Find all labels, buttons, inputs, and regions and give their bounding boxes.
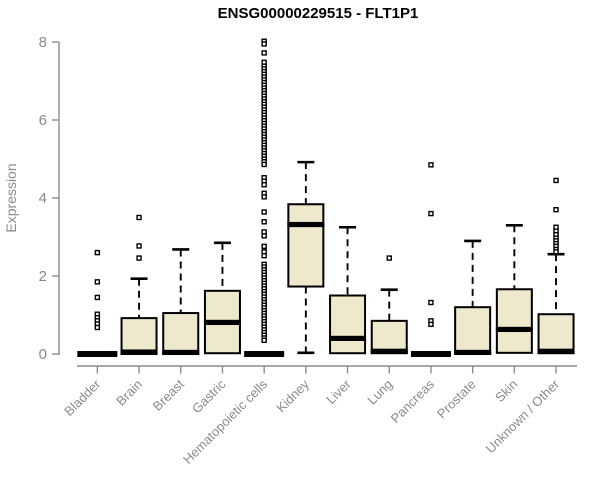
outlier-point [428,299,434,306]
outlier-point [94,279,101,285]
outlier-point [261,50,267,56]
outlier-point [261,243,267,250]
outlier-point [428,321,434,328]
median-line [537,348,575,354]
median-line [120,349,158,355]
x-tick-label-pancreas: Pancreas [388,376,438,426]
plot-area [77,38,575,357]
chart-title: ENSG00000229515 - FLT1P1 [218,5,419,22]
outlier-point [261,41,267,47]
outlier-point [261,219,267,225]
outlier-point [261,233,267,239]
outlier-point [261,182,267,188]
boxplot-group-liver [329,225,367,355]
outlier-point [261,253,267,259]
iqr-box [495,288,533,354]
outlier-point [261,337,267,344]
x-tick-label-liver: Liver [323,376,354,407]
y-tick-label: 6 [39,112,47,129]
x-tick-label-brain: Brain [113,377,145,409]
x-tick-label-prostate: Prostate [434,377,479,422]
y-tick-label: 2 [39,268,47,285]
median-line [495,326,533,333]
x-tick-label-breast: Breast [150,376,187,413]
iqr-box [329,294,367,355]
median-line [203,319,241,326]
collapsed-box [77,351,118,357]
boxplot-group-breast [162,248,200,356]
y-axis-label: Expression [3,163,19,232]
boxplot-group-skin [495,224,533,354]
outlier-point [261,194,267,200]
y-tick-label: 4 [39,190,47,207]
x-tick-label-unknown-other: Unknown / Other [483,376,563,456]
outlier-point [136,243,142,249]
outlier-point [94,324,101,331]
x-tick-label-bladder: Bladder [61,376,104,419]
y-tick-label: 8 [39,34,47,51]
median-line [287,221,325,228]
boxplot-group-bladder [77,249,118,357]
boxplot-group-lung [370,255,408,355]
boxplot-group-prostate [454,239,492,356]
y-tick-label: 0 [39,346,47,363]
median-line [370,348,408,354]
outlier-point [428,210,434,217]
median-line [329,335,367,341]
boxplot-group-hematopoietic-cells [244,38,285,357]
outlier-point [553,249,559,255]
iqr-box [537,313,575,355]
boxplot-group-pancreas [410,162,451,357]
x-tick-label-skin: Skin [492,377,520,405]
iqr-box [287,203,325,288]
collapsed-box [244,351,285,357]
outlier-point [428,162,434,168]
median-line [454,349,492,356]
x-tick-label-lung: Lung [364,377,395,408]
boxplot-group-kidney [287,160,325,355]
outlier-point [136,214,142,221]
outlier-point [94,294,101,301]
boxplot-group-unknown-other [537,177,575,355]
iqr-box [370,319,408,355]
boxplot-group-brain [120,214,158,355]
boxplot-group-gastric [203,241,241,355]
outlier-point [261,161,267,168]
x-tick-label-kidney: Kidney [273,376,312,415]
outlier-point [553,177,559,184]
outlier-point [553,206,559,213]
outlier-point [136,255,142,261]
y-axis: 0 2 4 6 8 [39,34,60,363]
iqr-box [454,306,492,356]
outlier-point [261,209,267,215]
iqr-box [162,312,200,355]
median-line [162,349,200,356]
x-tick-label-gastric: Gastric [189,376,229,416]
collapsed-box [410,351,451,357]
iqr-box [120,317,158,355]
outlier-point [386,255,392,261]
outlier-point [94,249,101,256]
